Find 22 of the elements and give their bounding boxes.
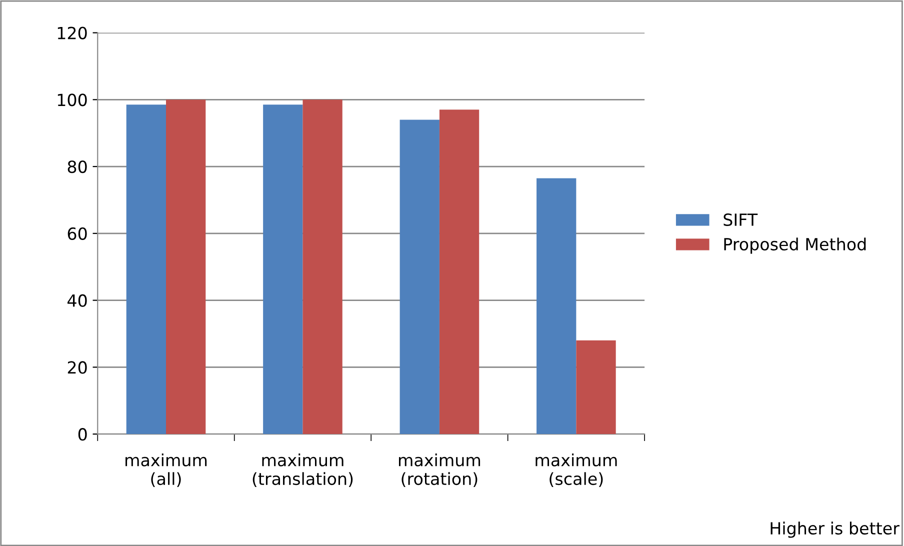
- y-tick-label: 120: [58, 26, 87, 40]
- bar: [400, 120, 440, 434]
- bar: [302, 100, 342, 434]
- bar: [263, 104, 303, 434]
- bar: [166, 100, 206, 434]
- bar: [126, 104, 166, 434]
- x-tick-label: maximum (all): [126, 454, 207, 488]
- y-tick-label: 0: [78, 428, 87, 441]
- y-tick-label: 20: [68, 361, 87, 374]
- x-tick-label: maximum (scale): [536, 454, 617, 488]
- x-tick-label: maximum (translation): [252, 454, 353, 488]
- legend-label: SIFT: [724, 213, 758, 226]
- x-tick-label: maximum (rotation): [398, 454, 480, 488]
- y-tick-label: 60: [68, 227, 87, 240]
- text: Higher is better: [770, 522, 900, 538]
- bar: [439, 110, 480, 434]
- y-tick-label: 40: [68, 294, 87, 307]
- y-tick-label: 100: [58, 94, 87, 106]
- y-tick-label: 80: [68, 160, 87, 174]
- legend-label: Proposed Method: [724, 238, 866, 254]
- bar: [576, 340, 616, 434]
- bar: [536, 178, 576, 434]
